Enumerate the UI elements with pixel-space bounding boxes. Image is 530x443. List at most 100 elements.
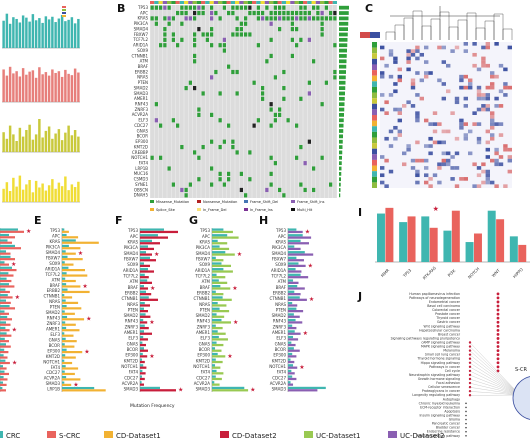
panel-j-pathway-label: cAMP signaling pathway [421, 341, 460, 345]
panel-b-mutation-cell [290, 53, 294, 59]
panel-j-dot [468, 341, 472, 344]
panel-b-mutation-cell [316, 16, 320, 21]
panel-b-mutation-cell [159, 155, 163, 160]
panel-b-top-annotation [281, 1, 286, 4]
panel-g-bar [212, 324, 216, 327]
panel-d-bar [0, 266, 12, 269]
panel-b-mutation-cell [163, 5, 167, 10]
panel-e-bar [62, 247, 81, 250]
panel-c-heat-cell [415, 71, 420, 75]
panel-c-heat-cell [494, 151, 499, 156]
panel-b-mutation-cell [265, 187, 269, 193]
panel-g-bar [212, 247, 230, 251]
panel-j-connector-line [469, 366, 521, 396]
panel-b-gene-label: ERBB2 [135, 69, 149, 74]
panel-b-frequency-bar [339, 113, 344, 117]
panel-d-bar [0, 321, 6, 324]
panel-c-heat-cell [415, 56, 420, 61]
panel-b-mutation-cell [235, 27, 239, 32]
panel-b-mutation-cell [201, 10, 205, 16]
panel-c-row-annotation [372, 92, 377, 99]
panel-c-heat-cell [406, 67, 411, 72]
panel-e-bar [62, 332, 65, 335]
panel-b-mutation-cell [256, 118, 260, 123]
panel-e-bar [62, 285, 81, 288]
panel-b-legend-swatch [291, 208, 295, 211]
panel-a3-bar [64, 132, 67, 152]
panel-g-gene-label: SMAD3 [196, 387, 211, 392]
panel-b-mutation-cell [273, 16, 277, 21]
panel-f-gene-label: SMAD2 [124, 313, 139, 318]
panel-h-gene-label: ATM [278, 279, 287, 284]
panel-letter-i: I [358, 206, 362, 219]
panel-c-heat-cell [424, 118, 429, 123]
panel-g-bar [212, 264, 231, 268]
panel-d-bar [0, 370, 5, 373]
panel-b-mutation-cell [193, 86, 197, 91]
panel-c-heat-cell [424, 158, 429, 163]
panel-c-heat-cell [441, 96, 446, 101]
panel-g-gene-label: RNF43 [197, 319, 211, 324]
panel-j-pathway-label: Bladder cancer [436, 426, 461, 430]
panel-f-bar [140, 369, 143, 373]
panel-j-pathway-label: MAPK signaling pathway [421, 345, 460, 349]
panel-j-dot [496, 320, 500, 324]
panel-c-dendrogram-branch [412, 10, 423, 40]
panel-c-heat-cell [415, 45, 420, 50]
panel-g-bar [212, 386, 245, 390]
panel-j-pathway-label: Cell cycle [445, 369, 460, 373]
panel-c-heat-cell [490, 136, 495, 141]
panel-a4-bar [8, 191, 12, 202]
panel-c-heat-cell [450, 49, 455, 53]
panel-f-gene-label: ZNRF3 [125, 324, 139, 329]
panel-f-gene-label: SOX9 [127, 262, 138, 267]
panel-c-heat-cell [419, 96, 424, 101]
panel-g-gene-label: KRAS [199, 240, 210, 245]
panel-c-heat-cell [410, 158, 416, 163]
panel-a1-bar [54, 22, 57, 48]
panel-b-mutation-cell [269, 10, 273, 16]
panel-c-heat-cell [476, 166, 482, 170]
panel-b-gene-label: EP300 [135, 139, 148, 144]
panel-b-gene-label: PIK3CA [134, 21, 149, 26]
panel-c-heat-cell [397, 129, 402, 134]
panel-b-mutation-cell [210, 139, 214, 144]
panel-h-bar [288, 268, 296, 271]
panel-c-heat-cell [507, 155, 512, 159]
panel-b-mutation-cell [273, 10, 277, 16]
panel-b-mutation-cell [222, 37, 226, 42]
panel-c-heat-cell [450, 166, 455, 170]
panel-d-bar [0, 386, 3, 390]
panel-b-frequency-bar [339, 134, 343, 139]
panel-f-gene-label: AMER1 [124, 330, 138, 335]
panel-b-frequency-bar [339, 5, 349, 10]
panel-b-mutation-cell [193, 59, 197, 64]
panel-c-heat-cell [393, 136, 398, 141]
panel-c-heat-cell [397, 78, 402, 83]
panel-b-mutation-cell [239, 32, 243, 37]
panel-b-top-annotation [205, 1, 210, 4]
panel-g-significance-star: ★ [237, 251, 242, 258]
panel-g-gene-label: PIK3CA [196, 245, 211, 250]
panel-h-bar [288, 315, 300, 318]
panel-c-heat-cell [490, 180, 495, 185]
panel-j-pathway-label: Wnt signaling pathway [424, 324, 461, 328]
panel-e-bar [62, 356, 76, 359]
panel-e-bar [62, 255, 68, 258]
panel-c-heat-cell [468, 78, 473, 83]
panel-b-mutation-cell [167, 5, 171, 10]
panel-b-frequency-bar [339, 37, 348, 42]
panel-f-bar [140, 389, 176, 392]
panel-b-mutation-cell [269, 102, 273, 107]
panel-b-mutation-cell [248, 150, 252, 155]
panel-c-heat-cell [437, 78, 442, 83]
panel-d-bar [0, 269, 17, 272]
panel-f-bar [140, 245, 148, 248]
panel-j-pathway-label: Melanoma [443, 349, 460, 353]
panel-g-bar [212, 358, 216, 361]
panel-h-bar [288, 304, 298, 307]
panel-g-gene-label: TP53 [199, 228, 210, 233]
panel-j-dot [465, 402, 467, 405]
panel-j-pathway-label: Pathways in cancer [429, 365, 460, 369]
panel-c-heat-cell [397, 118, 402, 123]
